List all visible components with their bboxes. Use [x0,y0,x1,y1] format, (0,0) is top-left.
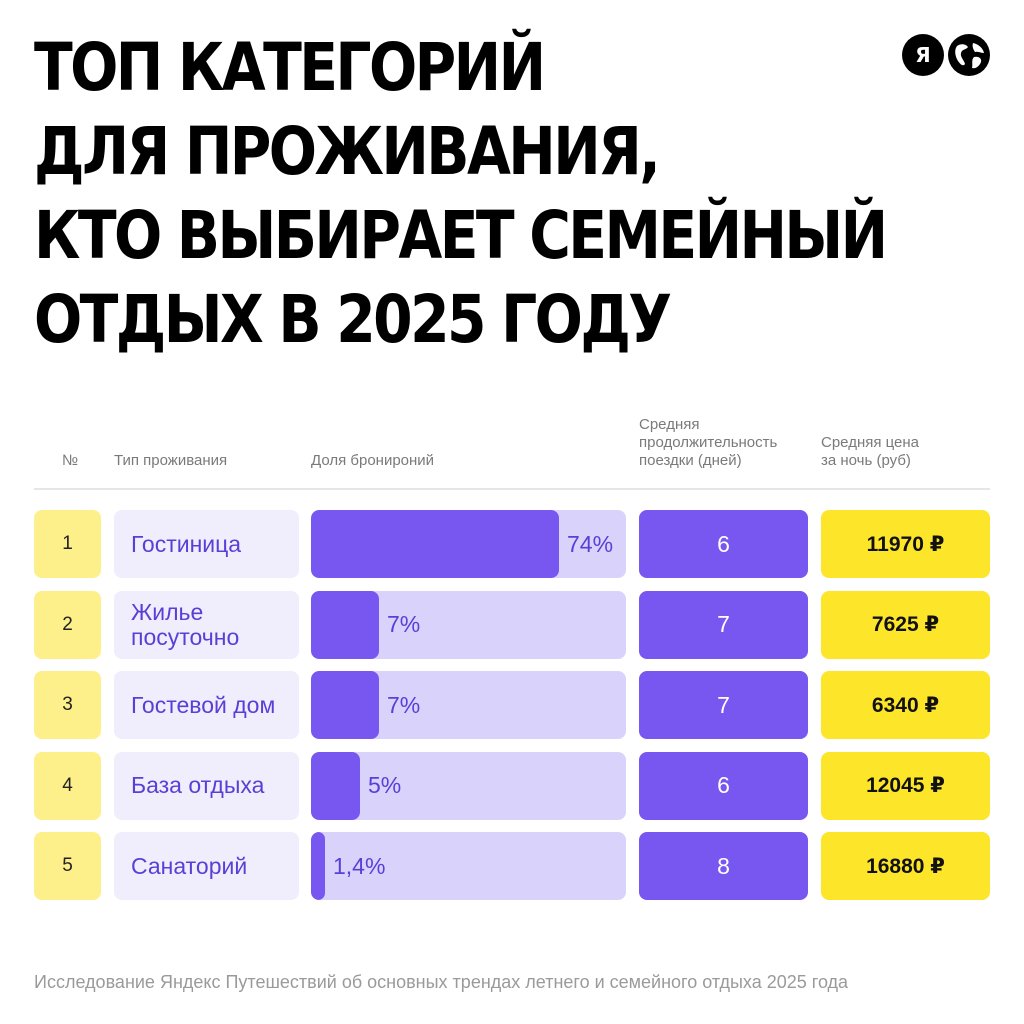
accommodation-type: База отдыха [114,751,299,820]
trip-duration: 6 [639,751,808,820]
accommodation-type: Санаторий [114,832,299,900]
accommodation-type-line: Гостиница [131,530,242,557]
title-line: ОТДЫХ В 2025 ГОДУ [34,281,672,358]
night-price: 12045 ₽ [821,751,990,820]
header-duration-line: продолжительность [639,434,778,451]
booking-share-bar [311,671,379,739]
booking-share-bar [311,832,325,900]
booking-share-bar [311,751,360,820]
accommodation-type-line: посуточно [131,623,240,650]
header-type: Тип проживания [114,452,228,469]
booking-share-track: 5% [311,751,626,820]
row-number: 3 [34,671,101,739]
table-row: 2 Жилье посуточно 7% 7 7625 ₽ [0,590,1024,659]
row-number: 5 [34,832,101,900]
accommodation-type: Жилье посуточно [114,590,299,659]
table-row: 1 Гостиница 74% 6 11970 ₽ [0,510,1024,578]
booking-share-track: 74% [311,510,626,578]
table-row: 5 Санаторий 1,4% 8 16880 ₽ [0,832,1024,900]
brand-logos: Я [902,34,990,76]
header-share: Доля бронироний [311,452,435,469]
accommodation-type: Гостевой дом [114,671,299,739]
accommodation-type-line: Санаторий [131,852,248,879]
booking-share-bar [311,590,379,659]
accommodation-type-line: Жилье [131,598,204,625]
footer-source: Исследование Яндекс Путешествий об основ… [34,972,849,992]
booking-share-label: 74% [567,530,614,557]
title-line: ДЛЯ ПРОЖИВАНИЯ, [34,113,661,190]
booking-share-track: 7% [311,590,626,659]
booking-share-label: 7% [387,691,421,718]
booking-share-track: 1,4% [311,832,626,900]
header-duration-line: поездки (дней) [639,452,742,469]
night-price: 7625 ₽ [821,590,990,659]
trip-duration: 7 [639,671,808,739]
title-line: КТО ВЫБИРАЕТ СЕМЕЙНЫЙ [34,197,888,274]
row-number: 4 [34,751,101,820]
header-duration-line: Средняя [639,416,700,433]
booking-share-label: 1,4% [333,852,386,879]
globe-icon [948,34,990,76]
title-line: ТОП КАТЕГОРИЙ [34,29,546,106]
page-title: ТОП КАТЕГОРИЙ ДЛЯ ПРОЖИВАНИЯ, КТО ВЫБИРА… [34,26,888,362]
night-price: 16880 ₽ [821,832,990,900]
header-price-line: за ночь (руб) [821,452,911,469]
booking-share-bar [311,510,559,578]
row-number: 2 [34,590,101,659]
row-number: 1 [34,510,101,578]
trip-duration: 6 [639,510,808,578]
header-divider [34,488,990,490]
night-price: 6340 ₽ [821,671,990,739]
accommodation-type-line: База отдыха [131,772,265,798]
accommodation-type: Гостиница [114,510,299,578]
header-price: Средняя цена за ночь (руб) [821,434,919,470]
yandex-logo-icon: Я [902,34,944,76]
booking-share-label: 5% [368,772,402,798]
table-row: 3 Гостевой дом 7% 7 6340 ₽ [0,671,1024,739]
trip-duration: 8 [639,832,808,900]
trip-duration: 7 [639,590,808,659]
table-row: 4 База отдыха 5% 6 12045 ₽ [0,751,1024,820]
night-price: 11970 ₽ [821,510,990,578]
header-price-line: Средняя цена [821,434,920,451]
accommodation-type-line: Гостевой дом [131,691,276,718]
header-duration: Средняя продолжительность поездки (дней) [639,416,777,470]
booking-share-track: 7% [311,671,626,739]
booking-share-label: 7% [387,611,421,637]
header-num: № [62,452,79,469]
